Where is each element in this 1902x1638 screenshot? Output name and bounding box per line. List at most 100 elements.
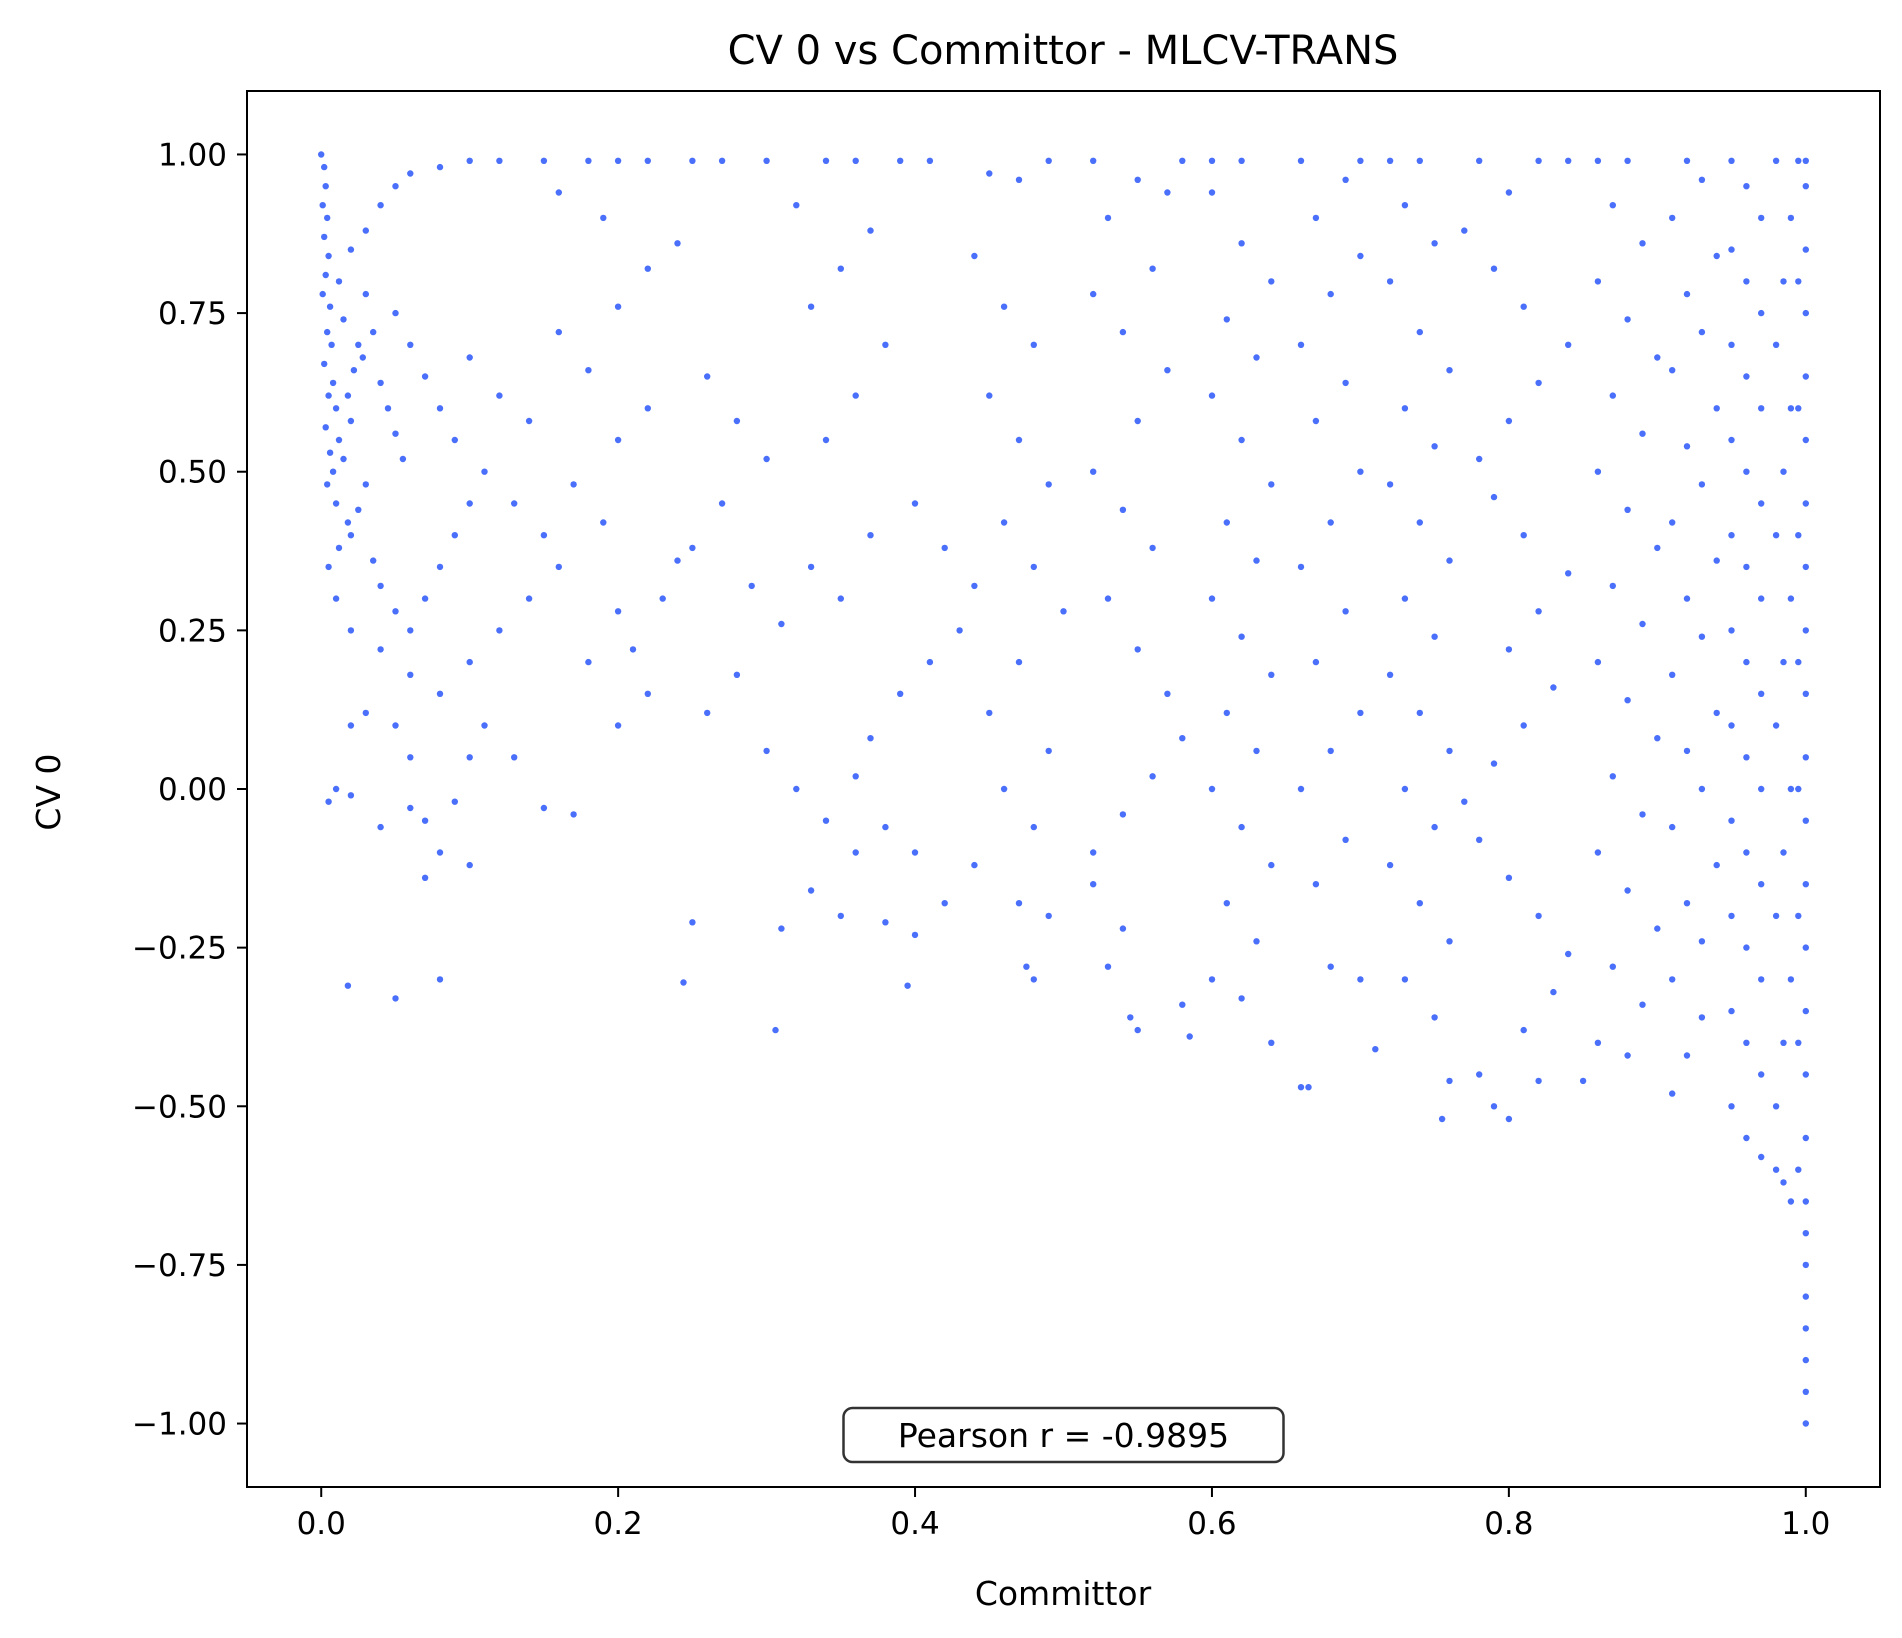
data-point: [451, 532, 458, 539]
data-point: [1461, 227, 1468, 234]
data-point: [1164, 367, 1171, 374]
data-point: [392, 430, 399, 437]
data-point: [1490, 760, 1498, 767]
data-point: [1758, 214, 1765, 222]
data-point: [1446, 747, 1453, 755]
data-point: [332, 405, 340, 412]
x-axis-label: Committor: [975, 1574, 1152, 1613]
data-point: [1609, 392, 1617, 399]
data-point: [466, 658, 473, 666]
data-point: [1743, 563, 1750, 571]
data-point: [911, 500, 919, 507]
data-point: [1134, 646, 1141, 653]
data-point: [525, 595, 533, 602]
data-point: [941, 544, 948, 552]
data-point: [1000, 785, 1008, 793]
data-point: [614, 303, 622, 310]
data-point: [1802, 436, 1810, 444]
data-point: [1758, 309, 1765, 317]
y-tick-label: −0.25: [132, 931, 227, 967]
data-point: [1208, 785, 1216, 793]
data-point: [1795, 157, 1802, 164]
data-point: [1802, 309, 1810, 317]
data-point: [1683, 157, 1691, 164]
data-point: [1795, 912, 1802, 920]
data-point: [1327, 519, 1334, 526]
data-point: [733, 417, 741, 425]
y-tick-label: −0.50: [132, 1089, 227, 1125]
data-point: [1772, 532, 1780, 539]
x-tick-label: 0.2: [593, 1506, 642, 1542]
data-point: [335, 278, 343, 285]
data-point: [1015, 176, 1023, 183]
data-point: [867, 532, 874, 539]
data-point: [1030, 823, 1038, 831]
data-point: [1535, 912, 1542, 920]
data-point: [1476, 836, 1483, 843]
data-point: [1772, 341, 1780, 348]
data-point: [1728, 436, 1735, 444]
data-point: [1015, 900, 1023, 907]
data-point: [1223, 316, 1231, 323]
data-point: [629, 646, 637, 653]
data-point: [326, 449, 334, 456]
data-point: [1223, 519, 1231, 526]
data-point: [585, 367, 592, 374]
data-point: [1023, 963, 1030, 970]
data-point: [1579, 1077, 1587, 1085]
data-point: [1654, 354, 1661, 361]
data-point: [1490, 265, 1498, 272]
data-point: [1223, 709, 1231, 717]
data-point: [1000, 303, 1008, 310]
data-point: [1357, 157, 1364, 164]
data-point: [689, 919, 696, 926]
data-point: [1268, 278, 1275, 285]
data-point: [1357, 976, 1364, 983]
data-point: [319, 202, 326, 209]
data-point: [1505, 189, 1513, 196]
data-point: [1357, 709, 1364, 717]
data-point: [1119, 506, 1127, 513]
data-point: [525, 417, 533, 425]
data-point: [1728, 817, 1735, 824]
data-point: [1787, 405, 1795, 412]
data-point: [911, 931, 919, 939]
data-point: [1802, 1388, 1810, 1396]
data-point: [1149, 544, 1156, 552]
data-point: [1758, 690, 1765, 697]
data-point: [1208, 392, 1216, 399]
data-point: [555, 189, 562, 196]
data-point: [347, 246, 355, 253]
data-point: [1565, 570, 1572, 577]
data-point: [1208, 976, 1216, 983]
data-point: [926, 658, 934, 666]
data-point: [1127, 1014, 1134, 1021]
data-point: [451, 798, 458, 805]
data-point: [585, 157, 592, 164]
data-point: [1015, 658, 1023, 666]
data-point: [421, 817, 429, 824]
data-point: [882, 919, 889, 926]
data-point: [614, 722, 622, 729]
data-point: [362, 227, 369, 234]
data-point: [1802, 1230, 1810, 1237]
data-point: [1683, 1052, 1691, 1059]
data-point: [1683, 747, 1691, 755]
data-point: [1758, 976, 1765, 983]
data-point: [322, 271, 329, 279]
data-point: [1208, 189, 1216, 196]
data-point: [332, 500, 340, 507]
data-point: [1401, 785, 1409, 793]
data-point: [466, 861, 473, 869]
data-point: [1787, 785, 1795, 793]
y-tick-label: 0.00: [158, 772, 227, 808]
data-point: [350, 367, 358, 374]
data-point: [321, 360, 328, 368]
data-point: [332, 785, 340, 793]
data-point: [370, 557, 377, 564]
data-point: [1401, 976, 1409, 983]
data-point: [1030, 563, 1038, 571]
data-point: [1446, 557, 1453, 564]
data-point: [1728, 627, 1735, 634]
data-point: [1119, 328, 1127, 336]
